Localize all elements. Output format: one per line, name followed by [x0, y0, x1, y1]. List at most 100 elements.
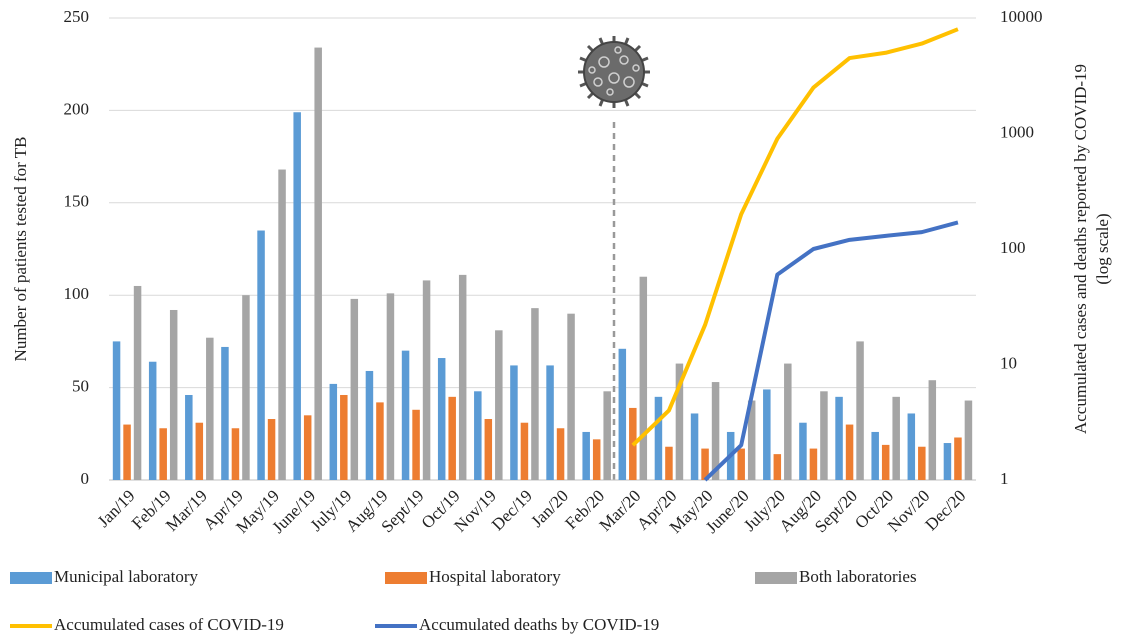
- bar: [365, 370, 374, 480]
- y-tick-label: 50: [72, 377, 89, 396]
- bar: [567, 313, 575, 480]
- bar: [495, 330, 503, 480]
- bar: [592, 439, 601, 480]
- bar: [618, 348, 627, 480]
- virus-icon: [578, 36, 650, 108]
- bar: [520, 422, 529, 480]
- bar: [907, 413, 916, 480]
- bar: [856, 341, 864, 480]
- y-tick-label: 250: [64, 7, 90, 26]
- bar: [112, 341, 121, 480]
- y2-tick-label: 100: [1000, 238, 1026, 257]
- bar: [546, 365, 554, 480]
- y2-tick-label: 1: [1000, 469, 1009, 488]
- bar: [340, 394, 348, 480]
- bar: [386, 293, 395, 480]
- bar: [231, 428, 240, 480]
- bar: [892, 396, 900, 480]
- bar: [639, 276, 648, 480]
- bar: [148, 361, 157, 480]
- bar: [603, 391, 611, 480]
- bar: [747, 400, 756, 480]
- bar: [835, 396, 843, 480]
- bar: [448, 396, 456, 480]
- bar: [820, 391, 828, 480]
- bar: [665, 446, 673, 480]
- bar: [329, 383, 338, 480]
- bar: [376, 402, 384, 480]
- bar: [133, 285, 142, 480]
- bar: [763, 389, 771, 480]
- bar: [954, 437, 962, 480]
- bar: [474, 391, 482, 480]
- bar: [690, 413, 699, 480]
- legend-label: Hospital laboratory: [429, 567, 561, 586]
- bar: [195, 422, 204, 480]
- bar: [964, 400, 973, 480]
- y-tick-label: 0: [81, 469, 90, 488]
- bar: [185, 394, 193, 480]
- bar: [773, 454, 782, 480]
- y-tick-label: 200: [64, 99, 90, 118]
- bar: [711, 382, 720, 480]
- bar: [531, 308, 539, 480]
- x-tick-label: Nov/20: [884, 486, 933, 535]
- bar: [881, 444, 890, 480]
- bar: [484, 419, 493, 480]
- y2-tick-label: 10000: [1000, 7, 1043, 26]
- bar: [510, 365, 518, 480]
- bar: [918, 446, 926, 480]
- bar: [871, 431, 879, 480]
- bar: [582, 431, 590, 480]
- line: [703, 220, 959, 482]
- bar: [221, 346, 229, 480]
- bar: [242, 295, 250, 480]
- bar: [267, 419, 276, 480]
- bar: [675, 363, 684, 480]
- x-tick-label: Dec/19: [488, 486, 536, 534]
- bar: [257, 230, 265, 480]
- legend-swatch: [755, 572, 797, 584]
- x-tick-label: Mar/19: [162, 486, 211, 535]
- bar: [350, 298, 359, 480]
- legend-label: Accumulated deaths by COVID-19: [419, 615, 659, 634]
- line: [631, 27, 959, 447]
- y2-tick-label: 10: [1000, 353, 1017, 372]
- bar: [437, 358, 446, 480]
- y-tick-label: 150: [64, 192, 90, 211]
- bar: [314, 47, 322, 481]
- y2-axis-title: Accumulated cases and deaths reported by…: [1071, 64, 1090, 434]
- bar: [809, 448, 818, 480]
- legend-label: Both laboratories: [799, 567, 917, 586]
- bar: [169, 309, 178, 480]
- y-axis-title: Number of patients tested for TB: [11, 137, 30, 362]
- legend-label: Accumulated cases of COVID-19: [54, 615, 284, 634]
- bar: [206, 337, 214, 480]
- bar: [799, 422, 807, 480]
- bar: [701, 448, 709, 480]
- x-tick-label: Mar/20: [596, 486, 645, 535]
- bar: [401, 350, 410, 480]
- bar: [412, 409, 420, 480]
- bar: [654, 396, 663, 480]
- x-tick-label: Nov/19: [450, 486, 499, 535]
- legend-swatch: [385, 572, 427, 584]
- x-tick-label: Dec/20: [921, 486, 969, 534]
- bar: [928, 380, 937, 480]
- bar: [293, 112, 301, 481]
- legend-swatch: [10, 572, 52, 584]
- bar: [556, 428, 565, 480]
- bar: [458, 274, 467, 480]
- bar: [943, 443, 952, 480]
- bar: [303, 415, 312, 480]
- y2-axis-title: (log scale): [1093, 213, 1112, 284]
- bar: [278, 169, 286, 480]
- bar: [737, 448, 745, 480]
- bar: [422, 280, 431, 480]
- bar: [159, 428, 167, 480]
- bar: [784, 363, 792, 480]
- y-tick-label: 100: [64, 284, 90, 303]
- bar: [123, 424, 131, 480]
- bar: [845, 424, 854, 480]
